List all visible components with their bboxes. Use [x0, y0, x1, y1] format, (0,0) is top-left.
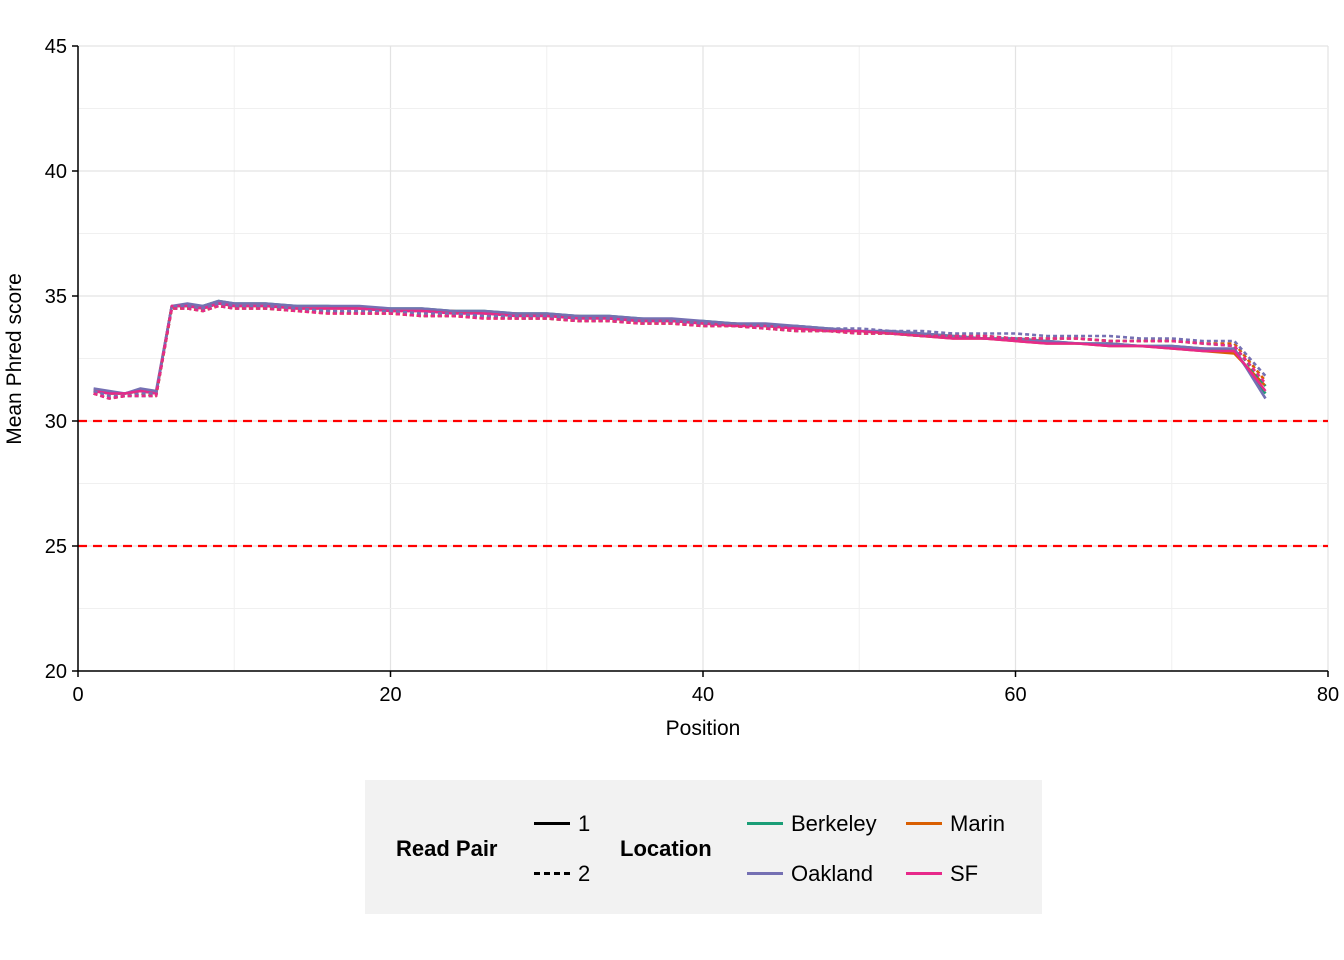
series-line-oakland-pair-1 — [93, 299, 1267, 400]
legend-label-read-pair-1: 1 — [578, 811, 591, 836]
x-tick-label: 80 — [1317, 684, 1339, 706]
series-line-sf-pair-2 — [93, 304, 1267, 400]
series-line-sf-pair-1 — [93, 302, 1267, 395]
y-axis-ticks: 20 25 30 35 40 45 — [45, 36, 78, 683]
legend-key-berkeley — [747, 822, 783, 825]
series-line-marin-pair-1 — [93, 302, 1267, 395]
legend-key-marin — [906, 822, 942, 825]
legend-title-read-pair: Read Pair — [396, 836, 498, 861]
x-tick-label: 0 — [72, 684, 83, 706]
legend-label-sf: SF — [950, 861, 979, 886]
legend-label-berkeley: Berkeley — [791, 811, 877, 836]
legend-key-sf — [906, 872, 942, 875]
grid — [77, 45, 1329, 672]
x-tick-label: 40 — [692, 684, 714, 706]
y-tick-label: 20 — [45, 661, 67, 683]
legend-key-read-pair-2 — [534, 872, 570, 875]
legend-key-oakland — [747, 872, 783, 875]
x-axis-ticks: 0 20 40 60 80 — [72, 671, 1339, 706]
y-tick-label: 35 — [45, 286, 67, 308]
series-line-berkeley-pair-1 — [93, 299, 1267, 395]
series-line-oakland-pair-2 — [93, 302, 1267, 398]
legend-key-read-pair-1 — [534, 822, 570, 825]
legend: Read Pair 1 2 Location Berkeley Oakland … — [365, 780, 1042, 914]
x-axis-label: Position — [666, 717, 741, 740]
y-tick-label: 30 — [45, 411, 67, 433]
legend-label-marin: Marin — [950, 811, 1006, 836]
legend-label-read-pair-2: 2 — [578, 861, 591, 886]
y-tick-label: 25 — [45, 536, 67, 558]
reference-lines — [78, 419, 1328, 548]
x-tick-label: 20 — [379, 684, 401, 706]
legend-label-oakland: Oakland — [791, 861, 873, 886]
y-tick-label: 45 — [45, 36, 67, 58]
legend-title-location: Location — [620, 836, 712, 861]
x-tick-label: 60 — [1004, 684, 1026, 706]
y-tick-label: 40 — [45, 161, 67, 183]
y-axis-label: Mean Phred score — [3, 273, 26, 445]
series-lines — [93, 299, 1267, 400]
